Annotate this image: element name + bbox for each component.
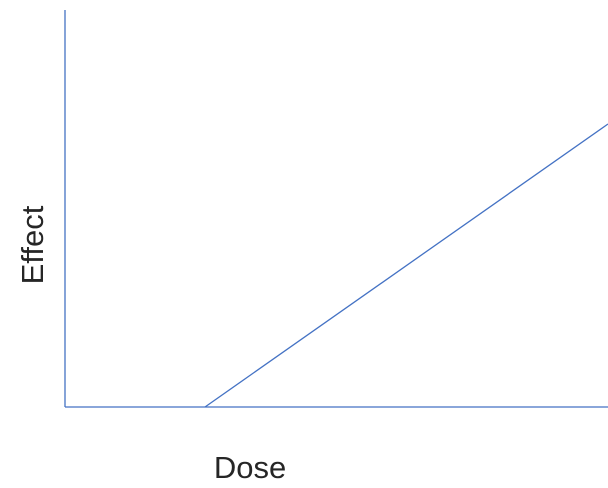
response-line [204, 123, 608, 408]
y-axis-label: Effect [15, 205, 50, 284]
x-axis-label: Dose [214, 450, 286, 485]
